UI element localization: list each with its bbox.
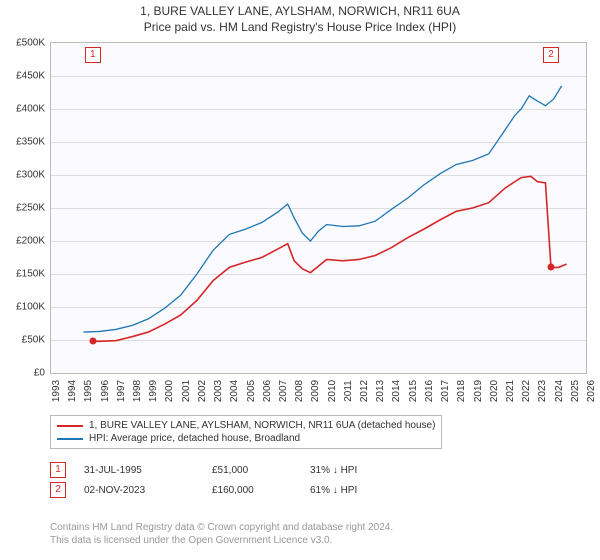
y-tick-label: £300K [16,170,51,181]
x-tick-label: 2022 [521,380,532,402]
chart-title-line2: Price paid vs. HM Land Registry's House … [0,20,600,36]
x-tick-label: 2016 [424,380,435,402]
annotation-marker-box: 1 [50,462,66,478]
y-tick-label: £450K [16,71,51,82]
x-tick-label: 2009 [310,380,321,402]
annotation-row: 1 31-JUL-1995 £51,000 31% ↓ HPI [50,460,400,480]
annotation-price: £160,000 [212,485,292,496]
chart-marker-box: 1 [85,47,101,63]
x-tick-label: 2020 [489,380,500,402]
legend-label: HPI: Average price, detached house, Broa… [89,433,300,444]
x-tick-label: 1993 [51,380,62,402]
x-tick-label: 2018 [456,380,467,402]
x-tick-label: 2002 [197,380,208,402]
legend-item: HPI: Average price, detached house, Broa… [57,432,435,445]
x-tick-label: 2013 [375,380,386,402]
x-tick-label: 2017 [440,380,451,402]
x-tick-label: 2012 [359,380,370,402]
x-tick-label: 2010 [327,380,338,402]
y-tick-label: £100K [16,302,51,313]
annotation-marker-box: 2 [50,482,66,498]
copyright-notice: Contains HM Land Registry data © Crown c… [50,522,393,547]
y-tick-label: £250K [16,203,51,214]
chart-plot-area: £0£50K£100K£150K£200K£250K£300K£350K£400… [50,42,587,374]
x-tick-label: 2008 [294,380,305,402]
chart-marker-box: 2 [543,47,559,63]
annotation-price: £51,000 [212,465,292,476]
legend-label: 1, BURE VALLEY LANE, AYLSHAM, NORWICH, N… [89,420,435,431]
x-tick-label: 2005 [246,380,257,402]
annotation-date: 31-JUL-1995 [84,465,194,476]
x-tick-label: 2007 [278,380,289,402]
y-tick-label: £350K [16,137,51,148]
y-tick-label: £0 [34,368,51,379]
x-tick-label: 2004 [229,380,240,402]
legend-swatch [57,438,83,440]
x-tick-label: 2000 [164,380,175,402]
series-hpi-line [83,86,561,332]
x-tick-label: 2001 [181,380,192,402]
x-tick-label: 2015 [408,380,419,402]
x-tick-label: 1995 [83,380,94,402]
x-tick-label: 2006 [262,380,273,402]
x-tick-label: 2003 [213,380,224,402]
legend-item: 1, BURE VALLEY LANE, AYLSHAM, NORWICH, N… [57,419,435,432]
x-tick-label: 2026 [586,380,597,402]
x-tick-label: 1996 [100,380,111,402]
y-tick-label: £150K [16,269,51,280]
y-tick-label: £400K [16,104,51,115]
annotation-percent-vs-hpi: 31% ↓ HPI [310,465,400,476]
x-tick-label: 2024 [554,380,565,402]
y-tick-label: £200K [16,236,51,247]
copyright-line2: This data is licensed under the Open Gov… [50,535,393,548]
annotation-date: 02-NOV-2023 [84,485,194,496]
x-tick-label: 2025 [570,380,581,402]
annotation-percent-vs-hpi: 61% ↓ HPI [310,485,400,496]
series-marker-dot [547,264,554,271]
x-tick-label: 1994 [67,380,78,402]
chart-legend: 1, BURE VALLEY LANE, AYLSHAM, NORWICH, N… [50,415,442,449]
x-tick-label: 1998 [132,380,143,402]
chart-title-line1: 1, BURE VALLEY LANE, AYLSHAM, NORWICH, N… [0,0,600,20]
y-tick-label: £50K [22,335,51,346]
annotation-table: 1 31-JUL-1995 £51,000 31% ↓ HPI 2 02-NOV-2023… [50,460,400,500]
x-tick-label: 2019 [473,380,484,402]
legend-swatch [57,425,83,427]
x-tick-label: 2011 [343,380,354,402]
series-marker-dot [89,338,96,345]
annotation-row: 2 02-NOV-2023 £160,000 61% ↓ HPI [50,480,400,500]
chart-lines [51,43,586,373]
x-tick-label: 1999 [148,380,159,402]
x-tick-label: 2023 [537,380,548,402]
series-price-paid-line [93,176,567,341]
x-tick-label: 1997 [116,380,127,402]
x-tick-label: 2014 [391,380,402,402]
copyright-line1: Contains HM Land Registry data © Crown c… [50,522,393,535]
x-tick-label: 2021 [505,380,516,402]
y-tick-label: £500K [16,38,51,49]
